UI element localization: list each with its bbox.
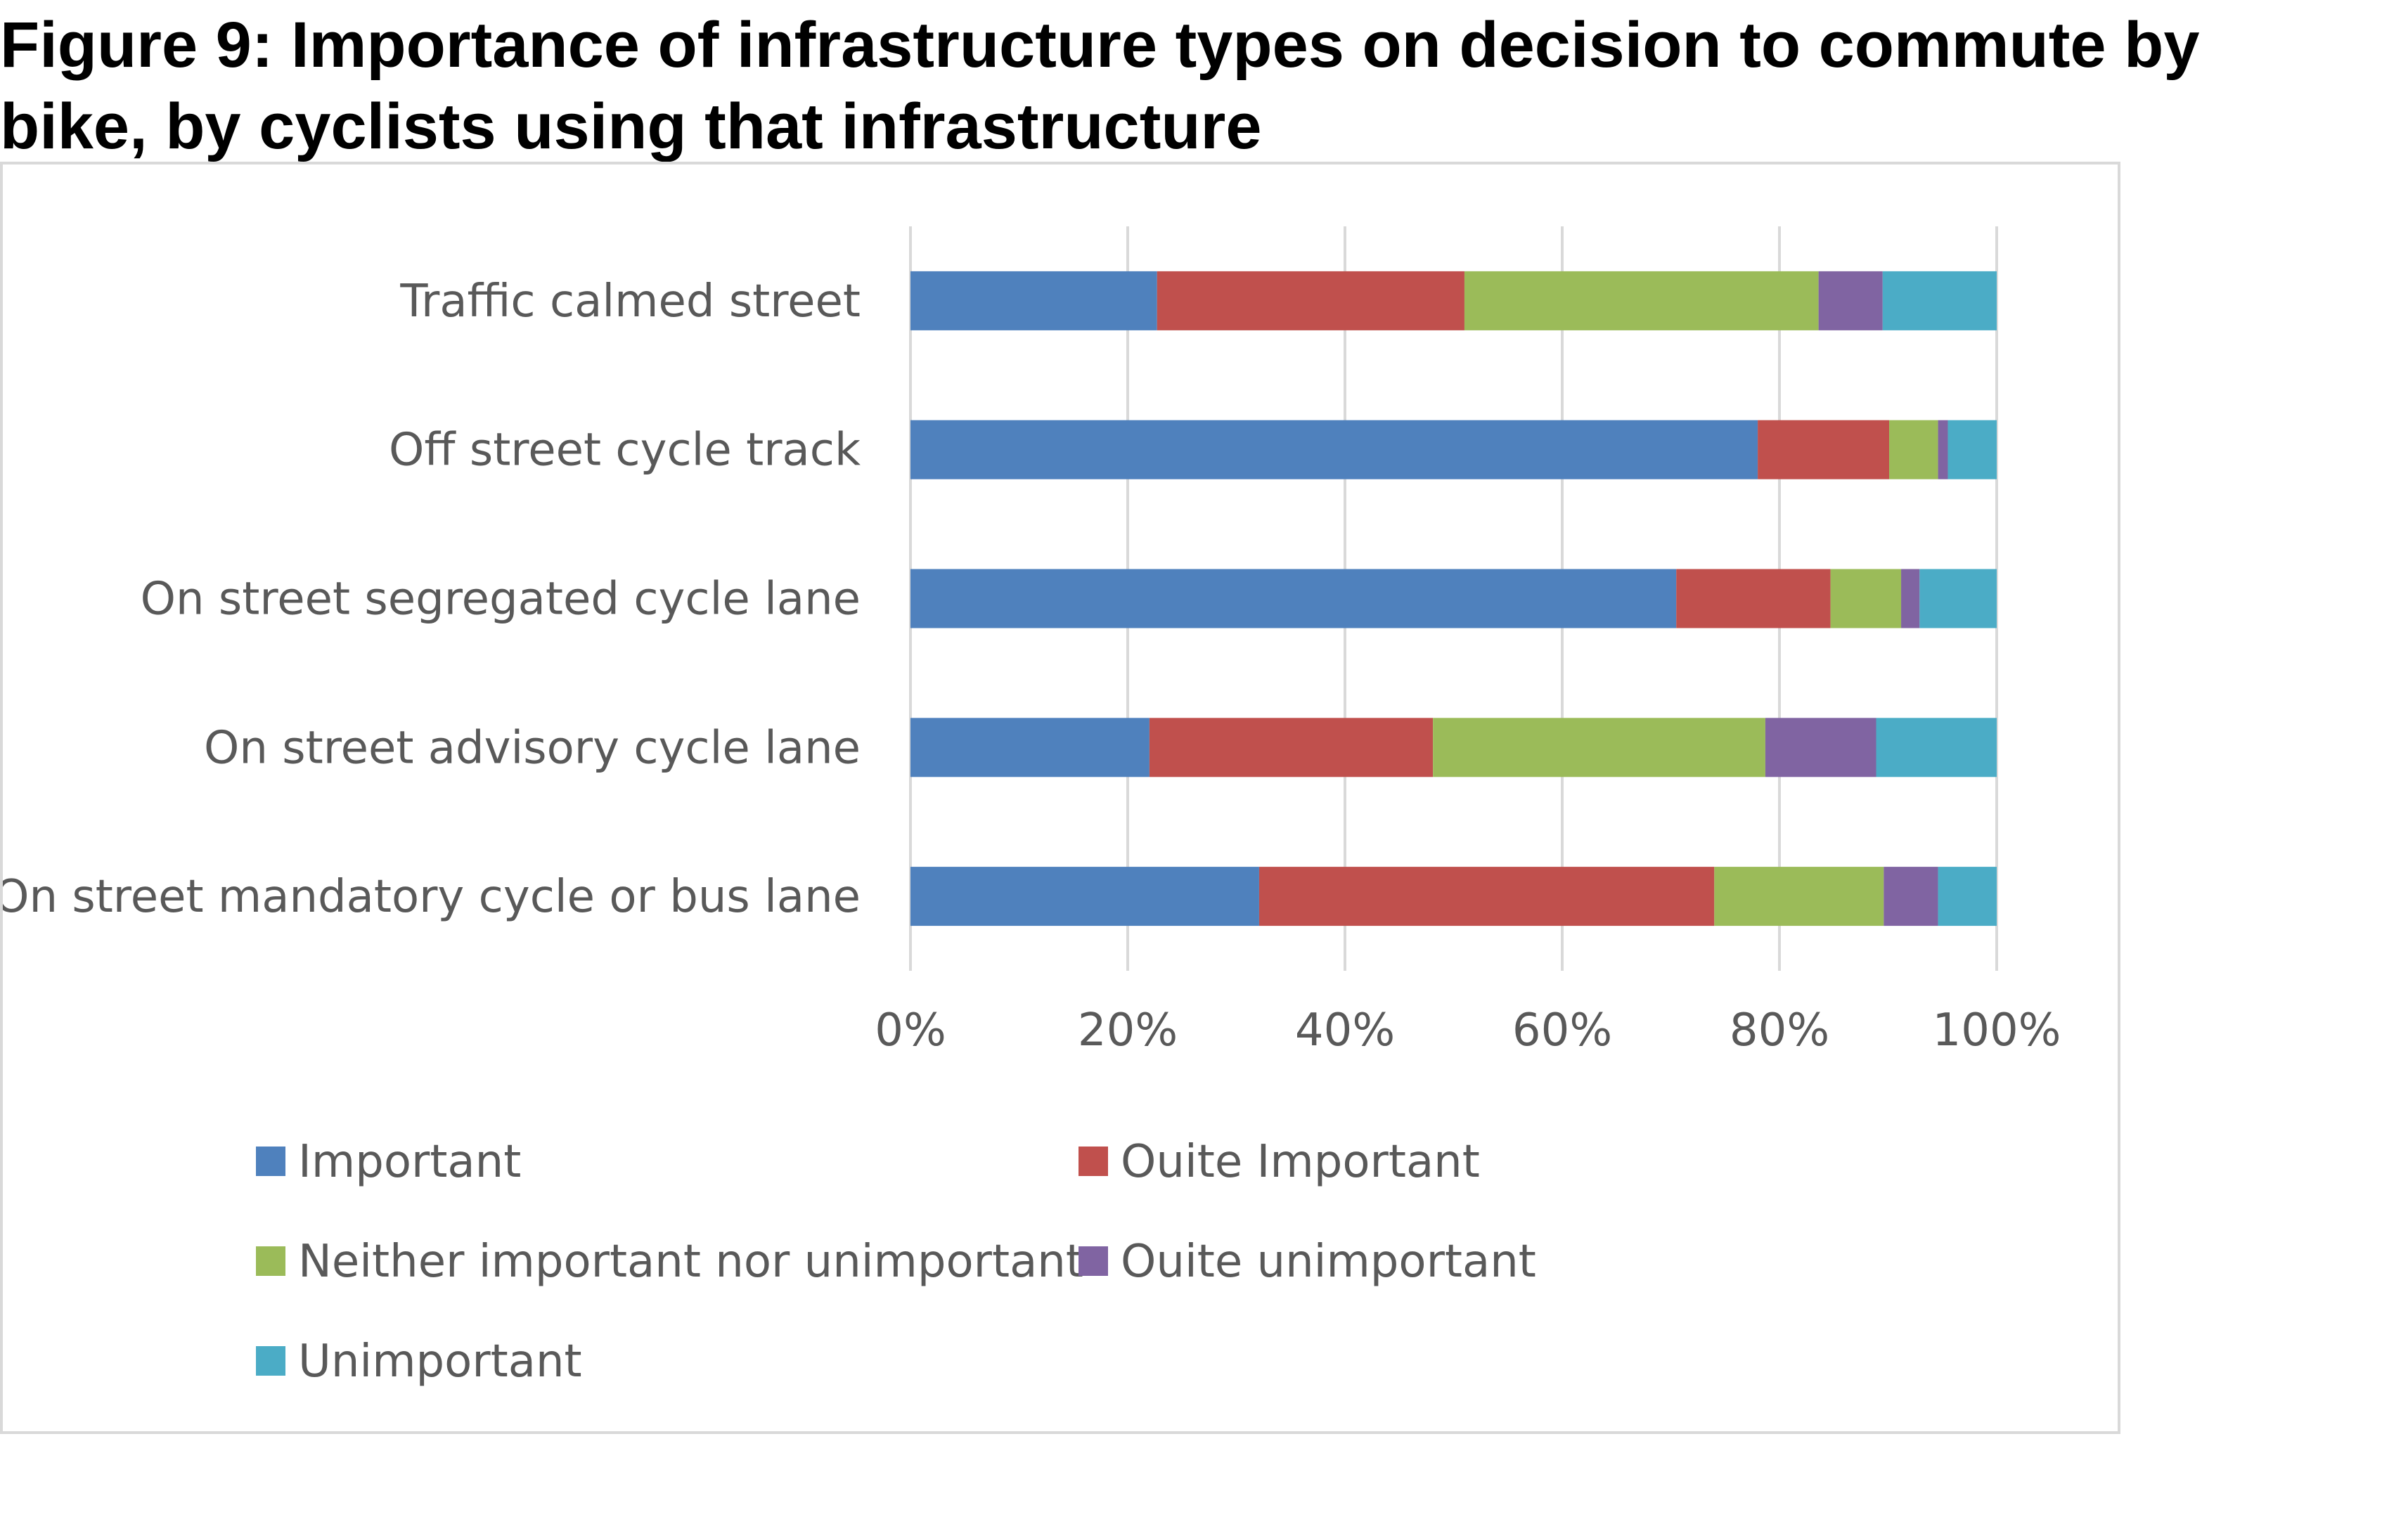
bar-segment: [1676, 569, 1831, 628]
bar-segment: [1830, 569, 1902, 628]
x-tick-label: 0%: [875, 1005, 946, 1057]
x-tick-label: 100%: [1933, 1005, 2061, 1057]
x-tick-label: 60%: [1512, 1005, 1612, 1057]
bar-segment: [1433, 718, 1765, 777]
bar-segment: [1884, 867, 1938, 926]
x-tick-label: 80%: [1730, 1005, 1829, 1057]
legend-label: Neither important nor unimportant: [298, 1236, 1083, 1288]
legend-label: Ouite unimportant: [1121, 1236, 1536, 1288]
bar-segment: [1901, 569, 1920, 628]
bar-segment: [1765, 718, 1876, 777]
figure-title: Figure 9: Importance of infrastructure t…: [0, 9, 2200, 162]
chart-area: Traffic calmed street Off street cycle tr…: [0, 162, 2120, 1434]
bar-segment: [910, 271, 1157, 330]
x-tick-label: 20%: [1078, 1005, 1178, 1057]
legend-swatch: [256, 1346, 285, 1376]
category-label: On street mandatory cycle or bus lane: [3, 871, 861, 923]
bar-segment: [910, 867, 1259, 926]
bars: [910, 271, 1997, 926]
legend-swatch: [256, 1147, 285, 1176]
bar-segment: [1714, 867, 1884, 926]
category-label: On street advisory cycle lane: [204, 722, 861, 774]
stacked-bar-chart: Traffic calmed street Off street cycle tr…: [3, 226, 2061, 1388]
legend-label: Ouite Important: [1121, 1136, 1480, 1188]
bar-segment: [910, 718, 1150, 777]
legend-swatch: [256, 1246, 285, 1276]
bar-segment: [1938, 420, 1948, 479]
x-axis-tick-labels: 0% 20% 40% 60% 80% 100%: [875, 1005, 2061, 1057]
bar-segment: [1882, 271, 1997, 330]
bar-segment: [1149, 718, 1434, 777]
legend-swatch: [1079, 1246, 1108, 1276]
bar-segment: [910, 569, 1677, 628]
bar-segment: [1464, 271, 1819, 330]
bar-segment: [1157, 271, 1464, 330]
bar-segment: [1758, 420, 1890, 479]
x-tick-label: 40%: [1295, 1005, 1395, 1057]
bar-segment: [1876, 718, 1997, 777]
bar-segment: [1889, 420, 1938, 479]
bar-segment: [1258, 867, 1715, 926]
legend-label: Important: [298, 1136, 521, 1188]
category-label: Traffic calmed street: [399, 276, 861, 328]
legend: Important Ouite Important Neither importan…: [256, 1136, 1536, 1388]
category-label: Off street cycle track: [389, 425, 861, 477]
bar-segment: [1818, 271, 1883, 330]
legend-label: Unimportant: [298, 1336, 582, 1388]
category-label: On street segregated cycle lane: [141, 574, 861, 626]
legend-swatch: [1079, 1147, 1108, 1176]
bar-segment: [1938, 867, 1997, 926]
bar-segment: [910, 420, 1758, 479]
bar-segment: [1947, 420, 1997, 479]
category-labels: Traffic calmed street Off street cycle tr…: [3, 276, 861, 923]
bar-segment: [1919, 569, 1997, 628]
